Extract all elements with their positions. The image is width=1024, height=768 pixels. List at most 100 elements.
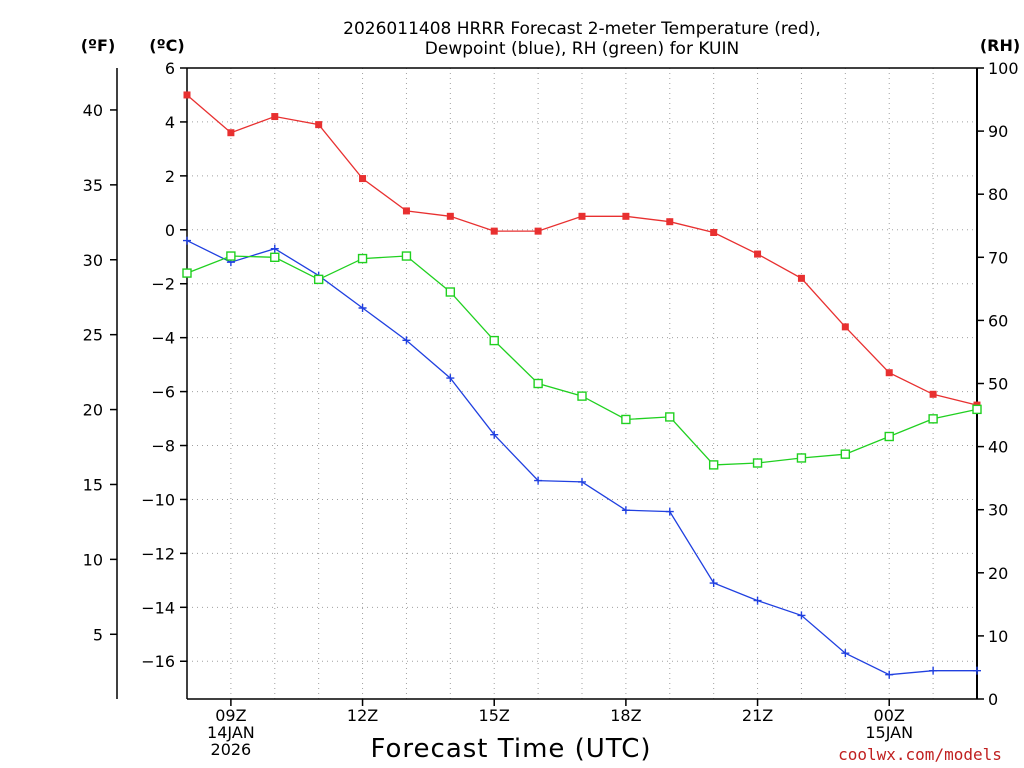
celsius-tick-label: 4 <box>165 113 175 132</box>
axes <box>116 67 978 700</box>
fahrenheit-tick-label: 25 <box>83 326 103 345</box>
temperature-marker <box>359 175 367 183</box>
dewpoint-marker <box>973 666 981 675</box>
dewpoint-marker <box>270 244 279 253</box>
rh-marker <box>928 414 938 424</box>
dewpoint-marker <box>753 596 762 605</box>
temperature-marker <box>446 212 454 220</box>
celsius-tick-label: −16 <box>141 652 175 671</box>
celsius-tick-label: −12 <box>141 544 175 563</box>
x-tick-label: 15JAN <box>865 723 913 742</box>
temperature-marker <box>754 250 762 258</box>
rh-marker <box>445 287 456 297</box>
temperature-marker <box>402 207 410 215</box>
x-tick-label: 2026 <box>211 740 252 759</box>
celsius-tick-label: −4 <box>151 329 175 348</box>
celsius-tick-label: 0 <box>165 221 175 240</box>
rh-unit-label: (RH) <box>980 36 1020 55</box>
dewpoint-marker <box>709 579 718 588</box>
rh-marker <box>665 412 675 422</box>
rh-tick-label: 100 <box>988 59 1019 78</box>
dewpoint-marker <box>490 430 499 439</box>
rh-tick-label: 40 <box>988 438 1008 457</box>
rh-marker <box>621 414 631 425</box>
temperature-marker <box>710 228 718 236</box>
fahrenheit-tick-label: 30 <box>83 251 103 270</box>
temperature-marker <box>885 369 893 377</box>
dewpoint-line <box>186 240 977 676</box>
rh-tick-label: 30 <box>988 501 1008 520</box>
rh-tick-label: 0 <box>988 690 998 709</box>
dewpoint-marker <box>665 507 674 516</box>
fahrenheit-tick-label: 35 <box>83 176 103 195</box>
celsius-tick-label: −10 <box>141 490 175 509</box>
fahrenheit-tick-label: 10 <box>83 550 103 569</box>
temperature-marker <box>315 121 323 129</box>
rh-marker <box>752 458 763 468</box>
celsius-tick-label: −2 <box>151 275 175 294</box>
temperature-marker <box>534 227 542 235</box>
dewpoint-marker <box>885 670 894 679</box>
dewpoint-marker <box>929 666 938 675</box>
rh-marker <box>796 453 807 463</box>
rh-tick-label: 10 <box>988 627 1008 646</box>
rh-tick-label: 60 <box>988 311 1008 330</box>
x-tick-label: 12Z <box>347 706 378 725</box>
celsius-tick-label: −6 <box>151 383 175 402</box>
rh-marker <box>182 268 192 278</box>
rh-marker <box>270 252 280 263</box>
rh-marker <box>357 253 368 264</box>
dewpoint-marker <box>578 477 586 486</box>
temperature-marker <box>841 323 849 331</box>
dewpoint-marker <box>402 336 411 345</box>
dewpoint-marker <box>183 236 191 245</box>
rh-tick-label: 90 <box>988 122 1008 141</box>
temperature-marker <box>183 91 191 99</box>
temperature-marker <box>227 129 235 137</box>
grid-lines <box>187 68 977 699</box>
temperature-marker <box>271 113 279 121</box>
temperature-marker <box>797 274 805 282</box>
rh-marker <box>401 251 412 261</box>
x-tick-label: 09Z <box>215 706 246 725</box>
celsius-tick-label: −8 <box>151 437 175 456</box>
rh-marker <box>840 449 851 459</box>
rh-marker <box>884 431 894 442</box>
fahrenheit-tick-label: 40 <box>83 101 103 120</box>
celsius-tick-label: 2 <box>165 167 175 186</box>
rh-tick-label: 80 <box>988 185 1008 204</box>
rh-marker <box>972 404 982 415</box>
fahrenheit-tick-label: 5 <box>93 625 103 644</box>
fahrenheit-tick-label: 15 <box>83 475 103 494</box>
rh-tick-label: 50 <box>988 375 1008 394</box>
temperature-marker <box>622 212 630 220</box>
axis-ticks: 6420−2−4−6−8−10−12−14−164035302520151051… <box>83 59 1019 759</box>
x-axis-label: Forecast Time (UTC) <box>370 734 651 764</box>
dewpoint-marker <box>841 649 850 658</box>
celsius-tick-label: −14 <box>141 598 175 617</box>
x-tick-label: 14JAN <box>207 723 255 742</box>
temperature-marker <box>490 227 498 235</box>
rh-marker <box>489 335 499 346</box>
rh-tick-label: 20 <box>988 564 1008 583</box>
dewpoint-marker <box>797 611 806 620</box>
temperature-marker <box>578 212 586 220</box>
chart-title-line2: Dewpoint (blue), RH (green) for KUIN <box>425 39 739 59</box>
chart-title-line1: 2026011408 HRRR Forecast 2-meter Tempera… <box>343 19 821 39</box>
dewpoint-marker <box>534 476 543 485</box>
rh-tick-label: 70 <box>988 248 1008 267</box>
x-tick-label: 18Z <box>610 706 641 725</box>
rh-marker <box>533 378 543 389</box>
rh-marker <box>708 460 719 470</box>
fahrenheit-tick-label: 20 <box>83 401 103 420</box>
celsius-tick-label: 6 <box>165 59 175 78</box>
x-tick-label: 21Z <box>742 706 773 725</box>
temperature-marker <box>666 218 674 226</box>
rh-marker <box>313 274 324 285</box>
fahrenheit-unit-label: (ºF) <box>81 36 116 55</box>
credit-text: coolwx.com/models <box>838 745 1002 764</box>
temperature-marker <box>929 390 937 398</box>
celsius-unit-label: (ºC) <box>149 36 184 55</box>
dewpoint-marker <box>621 506 630 515</box>
